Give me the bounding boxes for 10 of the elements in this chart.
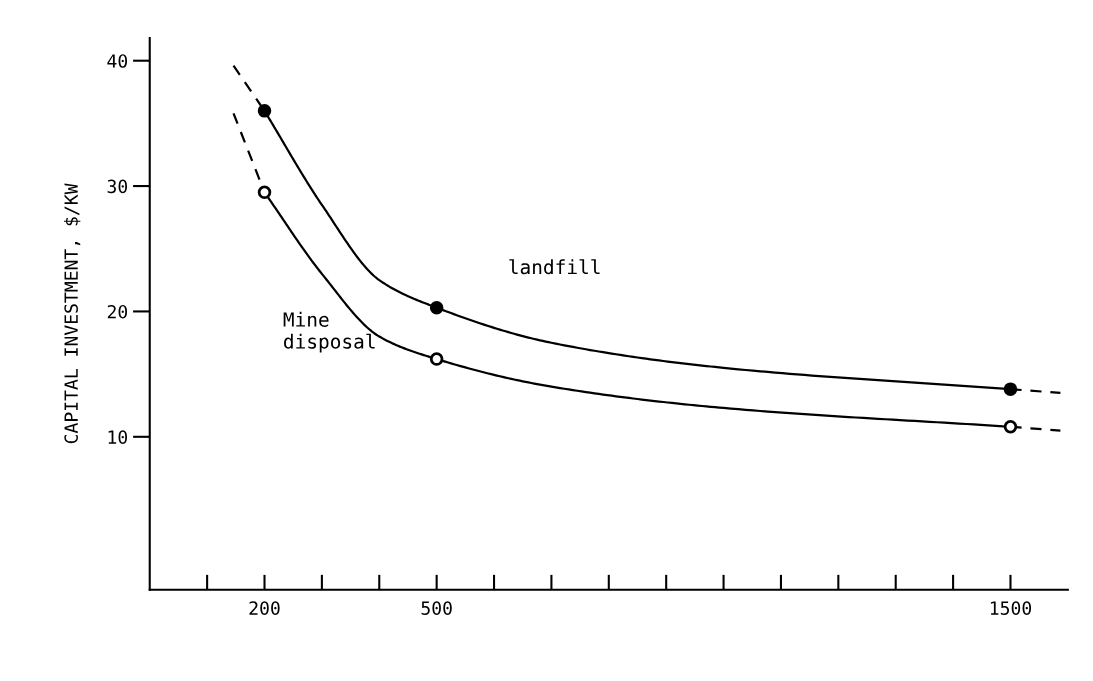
x-tick-label: 1500 (990, 601, 1032, 615)
x-tick-label: 500 (421, 601, 452, 615)
y-tick-label: 30 (107, 179, 128, 194)
x-tick-label: 200 (249, 601, 280, 615)
y-tick-label: 40 (107, 54, 128, 68)
annotation: landfill (509, 259, 600, 275)
y-tick-label: 20 (107, 304, 128, 319)
y-axis-title: CAPITAL INVESTMENT, $/KW (64, 183, 81, 444)
y-tick-label: 10 (108, 430, 128, 444)
annotation: Mine disposal (283, 311, 375, 353)
